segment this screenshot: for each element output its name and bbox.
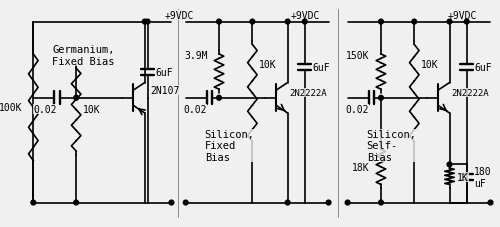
Circle shape (169, 200, 174, 205)
Text: +9VDC: +9VDC (290, 11, 320, 21)
Text: Germanium,
Fixed Bias: Germanium, Fixed Bias (52, 45, 115, 67)
Text: 2N107: 2N107 (150, 86, 180, 96)
Text: 100K: 100K (0, 103, 22, 113)
Circle shape (326, 200, 331, 205)
Text: 6uF: 6uF (155, 68, 173, 78)
Circle shape (447, 162, 452, 167)
Circle shape (302, 20, 307, 25)
Circle shape (285, 20, 290, 25)
Text: Silicon,
Fixed
Bias: Silicon, Fixed Bias (204, 129, 254, 162)
Circle shape (488, 200, 493, 205)
Circle shape (145, 20, 150, 25)
Text: 6uF: 6uF (312, 63, 330, 73)
Text: 0.02: 0.02 (346, 105, 369, 115)
Text: 2N2222A: 2N2222A (452, 89, 489, 98)
Text: 10K: 10K (259, 60, 276, 70)
Text: 2N2222A: 2N2222A (290, 89, 327, 98)
Circle shape (345, 200, 350, 205)
Circle shape (74, 96, 78, 101)
Circle shape (378, 200, 384, 205)
Text: 150K: 150K (346, 51, 370, 61)
Text: 10K: 10K (83, 105, 100, 115)
Text: +9VDC: +9VDC (448, 11, 477, 21)
Circle shape (447, 20, 452, 25)
Text: 10K: 10K (421, 60, 438, 70)
Circle shape (412, 20, 416, 25)
Circle shape (216, 96, 222, 101)
Text: 180
uF: 180 uF (474, 166, 492, 188)
Circle shape (464, 20, 469, 25)
Circle shape (184, 200, 188, 205)
Text: +9VDC: +9VDC (164, 11, 194, 21)
Text: 3.9M: 3.9M (184, 51, 208, 61)
Text: 1K: 1K (457, 172, 469, 182)
Text: 0.02: 0.02 (184, 105, 207, 115)
Circle shape (250, 20, 255, 25)
Circle shape (142, 20, 147, 25)
Circle shape (74, 200, 78, 205)
Text: 6uF: 6uF (474, 63, 492, 73)
Circle shape (378, 96, 384, 101)
Text: 0.02: 0.02 (33, 105, 56, 115)
Circle shape (378, 20, 384, 25)
Circle shape (31, 200, 36, 205)
Text: 18K: 18K (352, 163, 370, 173)
Circle shape (216, 20, 222, 25)
Circle shape (285, 200, 290, 205)
Text: Silicon,
Self-
Bias: Silicon, Self- Bias (366, 129, 416, 162)
